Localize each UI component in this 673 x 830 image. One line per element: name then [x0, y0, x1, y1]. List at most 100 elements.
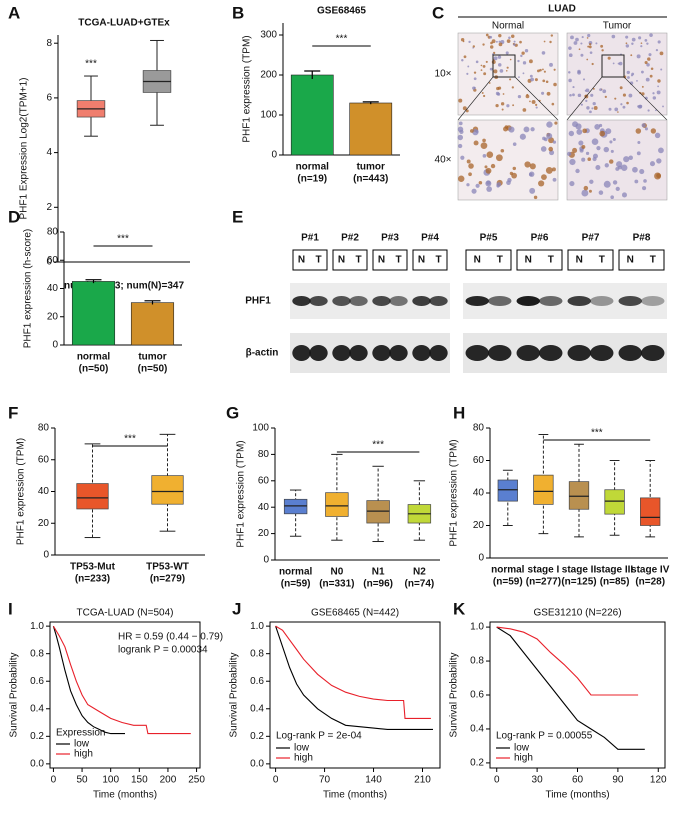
stain-texture — [619, 86, 623, 90]
stain-texture — [509, 78, 512, 81]
stain-texture — [584, 89, 587, 92]
protein-label: PHF1 — [245, 296, 271, 307]
stain-texture — [496, 86, 500, 91]
stain-texture — [535, 106, 538, 109]
lane-label: T — [548, 255, 554, 266]
stain-texture — [580, 103, 583, 106]
y-tick-label: 20 — [473, 520, 485, 531]
x-tick-note: (n=19) — [297, 174, 327, 185]
stain-texture — [617, 111, 619, 113]
stain-texture — [461, 59, 464, 62]
stain-texture — [495, 104, 499, 108]
stain-texture — [568, 46, 572, 50]
stain-texture — [457, 175, 465, 182]
stain-texture — [612, 180, 618, 185]
stain-texture — [580, 53, 584, 57]
stain-texture — [612, 138, 616, 142]
y-tick-label: 0.0 — [30, 759, 44, 770]
x-tick-label: 140 — [365, 775, 382, 786]
stain-texture — [610, 195, 614, 200]
patient-label: P#5 — [480, 233, 498, 244]
blot-band — [332, 345, 351, 361]
stain-texture — [511, 34, 515, 39]
stain-texture — [572, 147, 578, 153]
stain-texture — [585, 151, 590, 155]
stain-texture — [583, 185, 589, 191]
ihc-column-label: Normal — [492, 21, 524, 32]
x-tick-note: (n=277) — [526, 577, 561, 588]
stain-texture — [622, 93, 627, 97]
y-tick-label: 0 — [43, 550, 49, 561]
x-tick-label: TP53-Mut — [70, 562, 116, 573]
stain-texture — [457, 134, 464, 141]
y-tick-label: 60 — [38, 454, 50, 465]
stain-texture — [579, 148, 584, 153]
stain-texture — [586, 106, 590, 110]
stain-texture — [618, 165, 622, 170]
stain-texture — [589, 110, 592, 114]
stain-texture — [468, 40, 471, 44]
stain-texture — [506, 39, 511, 43]
stain-texture — [637, 140, 641, 144]
stain-texture — [582, 128, 588, 134]
stain-texture — [506, 66, 509, 69]
y-tick-label: 80 — [258, 449, 270, 460]
significance: *** — [372, 440, 384, 451]
blot-band — [590, 345, 614, 361]
blot-band — [372, 296, 391, 306]
x-tick-note: (n=74) — [405, 579, 435, 590]
stain-texture — [531, 99, 536, 104]
box — [283, 498, 308, 515]
stain-texture — [552, 140, 557, 144]
y-tick-label: 0 — [271, 150, 277, 161]
stain-texture — [534, 78, 538, 82]
stain-texture — [524, 49, 529, 53]
stain-texture — [529, 163, 536, 170]
x-axis-label: Time (months) — [93, 790, 157, 801]
stain-texture — [569, 181, 575, 187]
significance: *** — [124, 434, 136, 445]
lane-box — [372, 249, 408, 271]
stain-texture — [468, 172, 472, 177]
survival-curve — [496, 626, 645, 750]
y-tick-label: 60 — [473, 455, 485, 466]
stain-texture — [530, 77, 534, 82]
y-tick-label: 1.0 — [250, 621, 264, 632]
blot-band — [292, 296, 311, 306]
stain-texture — [529, 187, 536, 194]
stain-texture — [611, 34, 616, 39]
annotation: HR = 0.59 (0.44 − 0.79) — [118, 632, 223, 643]
stain-texture — [643, 179, 647, 183]
bar — [349, 102, 393, 156]
stain-texture — [602, 89, 607, 94]
stain-texture — [595, 165, 601, 170]
y-tick-label: 0 — [52, 340, 58, 351]
stain-texture — [485, 60, 488, 63]
y-tick-label: 100 — [252, 423, 269, 434]
stain-texture — [475, 60, 479, 64]
y-tick-label: 0.6 — [250, 676, 264, 687]
y-axis-label: PHF1 expression (TPM) — [16, 438, 27, 545]
x-tick-note: (n=28) — [635, 577, 665, 588]
y-tick-label: 40 — [38, 486, 50, 497]
blot-band — [516, 296, 540, 306]
stain-texture — [578, 48, 581, 51]
x-tick-label: 50 — [76, 775, 88, 786]
stain-texture — [568, 71, 571, 74]
stain-texture — [588, 45, 592, 49]
stain-texture — [626, 101, 629, 105]
stain-texture — [622, 105, 626, 109]
stain-texture — [569, 93, 572, 97]
stain-texture — [649, 74, 653, 78]
stain-texture — [644, 38, 648, 42]
x-tick-note: (n=125) — [561, 577, 596, 588]
stain-texture — [505, 51, 509, 55]
stain-texture — [607, 56, 611, 60]
y-axis-label: PHF1 expression (TPM) — [242, 35, 253, 142]
protein-label: β-actin — [246, 348, 279, 359]
stain-texture — [466, 72, 469, 75]
y-tick-label: 8 — [46, 38, 52, 49]
stain-texture — [473, 140, 479, 146]
y-tick-label: 100 — [260, 110, 277, 121]
legend-title: Expression — [56, 728, 105, 739]
